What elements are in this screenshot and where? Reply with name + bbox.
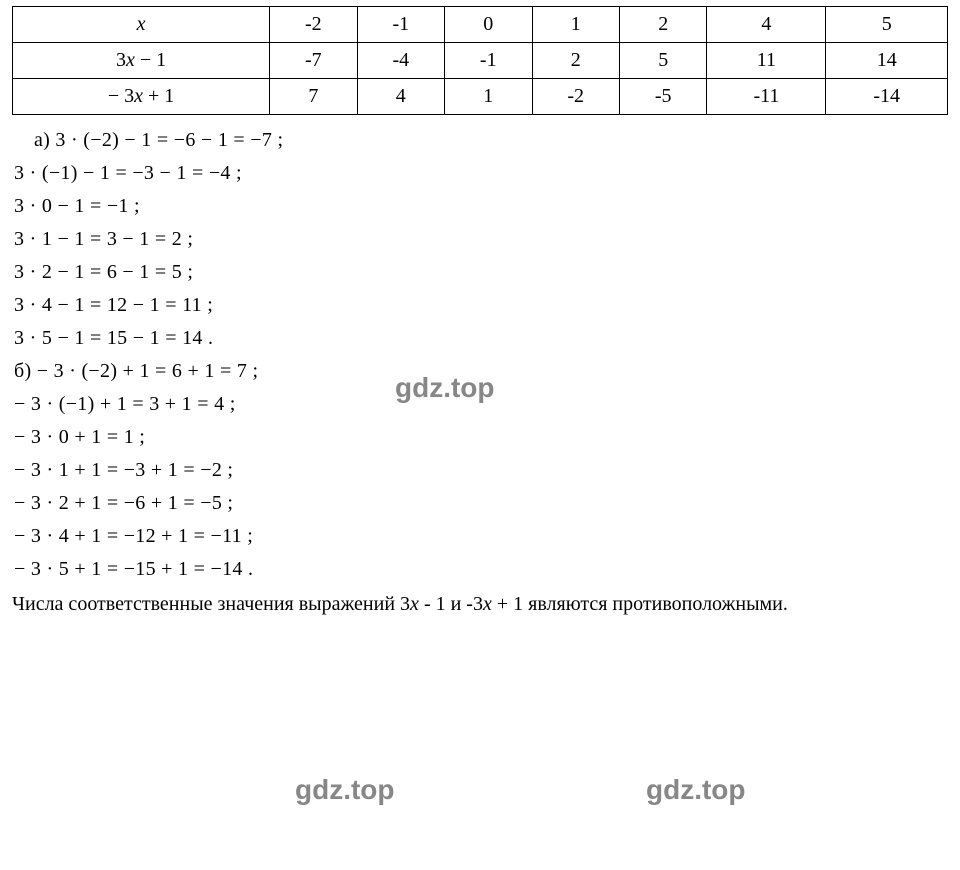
table-cell: -2	[532, 79, 619, 115]
calc-a-4: 3 · 1 − 1 = 3 − 1 = 2 ;	[14, 228, 948, 251]
table-cell: 2	[619, 7, 706, 43]
table-cell: -11	[707, 79, 826, 115]
calc-a-5: 3 · 2 − 1 = 6 − 1 = 5 ;	[14, 261, 948, 284]
conclusion-var2: x	[483, 593, 492, 615]
calc-a-6: 3 · 4 − 1 = 12 − 1 = 11 ;	[14, 294, 948, 317]
table-cell: -5	[619, 79, 706, 115]
table-cell: 5	[619, 43, 706, 79]
conclusion-part1: Числа соответственные значения выражений…	[12, 593, 410, 615]
table-cell: -1	[357, 7, 444, 43]
conclusion-part3: + 1 являются противоположными.	[492, 593, 788, 615]
calc-b-6: − 3 · 4 + 1 = −12 + 1 = −11 ;	[14, 525, 948, 548]
table-cell: 7	[270, 79, 357, 115]
table-expr-2: − 3x + 1	[13, 79, 270, 115]
calc-a-7: 3 · 5 − 1 = 15 − 1 = 14 .	[14, 327, 948, 350]
calc-b-5: − 3 · 2 + 1 = −6 + 1 = −5 ;	[14, 492, 948, 515]
table-cell: 2	[532, 43, 619, 79]
calc-b-3: − 3 · 0 + 1 = 1 ;	[14, 426, 948, 449]
table-cell: -2	[270, 7, 357, 43]
table-cell: 11	[707, 43, 826, 79]
table-cell: -1	[445, 43, 532, 79]
table-row: − 3x + 1 7 4 1 -2 -5 -11 -14	[13, 79, 948, 115]
conclusion-part2: - 1 и -3	[419, 593, 483, 615]
table-cell: -7	[270, 43, 357, 79]
calc-b-7: − 3 · 5 + 1 = −15 + 1 = −14 .	[14, 558, 948, 581]
table-cell: 1	[532, 7, 619, 43]
conclusion-var1: x	[410, 593, 419, 615]
calc-a-1: а) 3 · (−2) − 1 = −6 − 1 = −7 ;	[34, 129, 948, 152]
calc-b-1: б) − 3 · (−2) + 1 = 6 + 1 = 7 ;	[14, 360, 948, 383]
calc-b-4: − 3 · 1 + 1 = −3 + 1 = −2 ;	[14, 459, 948, 482]
table-cell: -14	[826, 79, 948, 115]
watermark-2: gdz.top	[295, 774, 395, 806]
calc-a-2: 3 · (−1) − 1 = −3 − 1 = −4 ;	[14, 162, 948, 185]
conclusion-text: Числа соответственные значения выражений…	[12, 591, 948, 618]
table-cell: 0	[445, 7, 532, 43]
table-cell: 14	[826, 43, 948, 79]
calc-a-3: 3 · 0 − 1 = −1 ;	[14, 195, 948, 218]
table-expr-1: 3x − 1	[13, 43, 270, 79]
table-header-x: x	[13, 7, 270, 43]
table-cell: -4	[357, 43, 444, 79]
watermark-3: gdz.top	[646, 774, 746, 806]
table-cell: 4	[357, 79, 444, 115]
values-table: x -2 -1 0 1 2 4 5 3x − 1 -7 -4 -1 2 5 11…	[12, 6, 948, 115]
table-cell: 5	[826, 7, 948, 43]
calc-b-2: − 3 · (−1) + 1 = 3 + 1 = 4 ;	[14, 393, 948, 416]
table-row: x -2 -1 0 1 2 4 5	[13, 7, 948, 43]
table-cell: 1	[445, 79, 532, 115]
table-row: 3x − 1 -7 -4 -1 2 5 11 14	[13, 43, 948, 79]
table-cell: 4	[707, 7, 826, 43]
